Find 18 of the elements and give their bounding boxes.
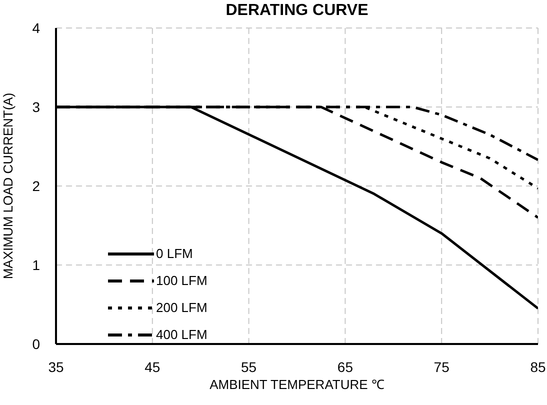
legend-label: 0 LFM: [156, 246, 193, 261]
x-tick-label: 45: [144, 358, 160, 375]
x-tick-label: 35: [48, 358, 64, 375]
x-tick-label: 65: [337, 358, 354, 375]
y-tick-label: 1: [32, 256, 40, 273]
y-tick-label: 2: [32, 178, 40, 194]
x-tick-label: 85: [530, 358, 546, 375]
x-tick-label: 55: [241, 358, 257, 375]
y-axis-title: MAXIMUM LOAD CURRENT(A): [0, 92, 16, 280]
y-tick-label: 3: [32, 98, 40, 115]
x-tick-label: 75: [434, 358, 450, 375]
y-tick-label: 0: [32, 336, 40, 352]
chart-title: DERATING CURVE: [224, 2, 370, 20]
legend-label: 100 LFM: [156, 273, 208, 288]
legend-label: 400 LFM: [156, 327, 208, 342]
legend-label: 200 LFM: [156, 300, 208, 315]
y-tick-label: 4: [32, 20, 40, 36]
x-axis-title: AMBIENT TEMPERATURE ℃: [210, 377, 384, 392]
